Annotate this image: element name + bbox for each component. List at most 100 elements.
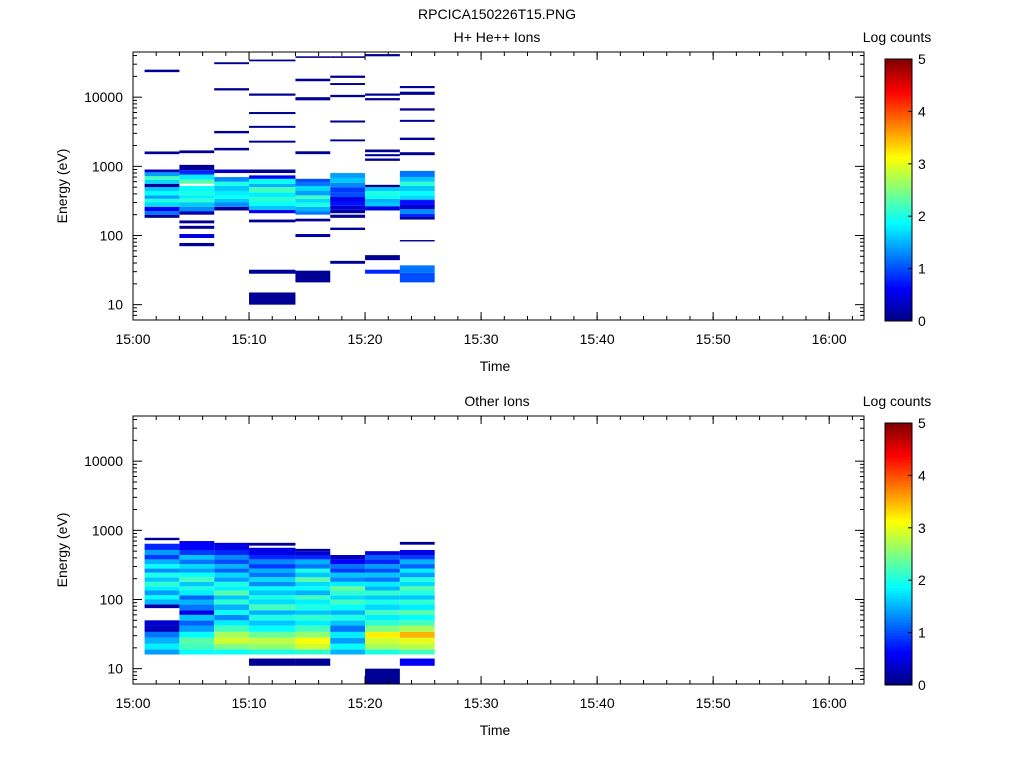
heatmap-bin (179, 599, 215, 605)
colorbar-segment (885, 250, 912, 254)
colorbar-segment (885, 423, 912, 427)
colorbar-segment (885, 509, 912, 513)
colorbar-segment (885, 129, 912, 133)
colorbar-tick-label: 5 (918, 51, 926, 67)
heatmap-bin (144, 187, 180, 191)
colorbar-segment (885, 239, 912, 243)
heatmap-bin (249, 292, 296, 305)
colorbar-segment (885, 666, 912, 670)
heatmap-bin (399, 191, 435, 196)
colorbar-segment (885, 527, 912, 531)
heatmap-bin (179, 595, 215, 600)
colorbar-segment (885, 577, 912, 581)
colorbar-segment (885, 601, 912, 605)
colorbar-segment (885, 69, 912, 73)
heatmap-bin (249, 197, 296, 202)
colorbar-segment (885, 491, 912, 495)
colorbar-segment (885, 449, 912, 453)
heatmap-bin (179, 170, 215, 175)
colorbar-segment (885, 252, 912, 256)
colorbar-segment (885, 276, 912, 280)
heatmap-bin (399, 614, 435, 621)
heatmap-bin (249, 169, 296, 174)
heatmap-bin (179, 614, 215, 621)
heatmap-bin (365, 195, 400, 199)
colorbar-segment (885, 294, 912, 298)
heatmap-bin (365, 649, 400, 655)
colorbar-segment (885, 273, 912, 277)
heatmap-bin (330, 201, 366, 206)
heatmap-bin (295, 191, 331, 196)
colorbar-segment (885, 457, 912, 461)
x-tick-label: 15:30 (464, 695, 499, 711)
heatmap-bin (330, 604, 366, 611)
heatmap-bin (365, 610, 400, 615)
colorbar-segment (885, 179, 912, 183)
heatmap-bin (249, 620, 296, 626)
heatmap-bin (249, 205, 296, 210)
colorbar-segment (885, 569, 912, 573)
heatmap-bin (249, 614, 296, 621)
y-tick-label: 100 (100, 591, 124, 607)
colorbar-segment (885, 163, 912, 167)
colorbar-frame (884, 422, 913, 686)
colorbar-segment (885, 271, 912, 275)
heatmap-bin (330, 139, 366, 142)
colorbar-segment (885, 485, 912, 489)
colorbar-segment (885, 279, 912, 283)
colorbar-segment (885, 64, 912, 68)
heatmap-bin (179, 564, 215, 569)
heatmap-bin (295, 643, 331, 650)
heatmap-bin (330, 599, 366, 605)
heatmap-bin (144, 169, 180, 173)
heatmap-bin (295, 555, 331, 560)
plot-frame (132, 415, 865, 685)
colorbar-segment (885, 546, 912, 550)
heatmap-bin (365, 643, 400, 650)
heatmap-bin (179, 211, 215, 215)
x-axis-label: Time (480, 722, 511, 738)
heatmap-bin (144, 555, 180, 560)
heatmap-bin (330, 631, 366, 638)
colorbar-segment (885, 155, 912, 160)
colorbar-segment (885, 533, 912, 537)
colorbar-segment (885, 210, 912, 215)
heatmap-bin (365, 198, 400, 203)
heatmap-bin (144, 195, 180, 199)
heatmap-bin (399, 637, 435, 644)
colorbar-segment (885, 98, 912, 102)
colorbar-segment (885, 664, 912, 668)
y-tick-label: 10 (107, 297, 123, 313)
colorbar-segment (885, 574, 912, 579)
colorbar-frame (884, 58, 913, 322)
heatmap-bin (295, 202, 331, 207)
heatmap-bin (399, 185, 435, 191)
heatmap-bin (249, 581, 296, 587)
colorbar-segment (885, 121, 912, 125)
x-tick-label: 15:10 (232, 331, 267, 347)
heatmap-bin (399, 541, 435, 545)
heatmap-bin (179, 604, 215, 611)
colorbar-segment (885, 190, 912, 194)
heatmap-bin (179, 568, 215, 573)
heatmap-bin (330, 120, 366, 123)
colorbar-segment (885, 619, 912, 623)
colorbar-segment (885, 572, 912, 576)
heatmap-bin (399, 590, 435, 596)
heatmap-bin (295, 586, 331, 591)
colorbar-segment (885, 648, 912, 652)
colorbar-segment (885, 263, 912, 267)
x-axis-label: Time (480, 358, 511, 374)
heatmap-bin (179, 643, 215, 650)
heatmap-bin (295, 649, 331, 655)
heatmap-bin (365, 149, 400, 153)
colorbar-segment (885, 428, 912, 432)
heatmap-bin (330, 56, 366, 58)
heatmap-bin (399, 204, 435, 210)
heatmap-bin (144, 176, 180, 180)
heatmap-bin (214, 637, 250, 644)
heatmap-bin (249, 564, 296, 569)
heatmap-bin (144, 537, 180, 541)
heatmap-bin (144, 577, 180, 582)
colorbar-segment (885, 166, 912, 170)
